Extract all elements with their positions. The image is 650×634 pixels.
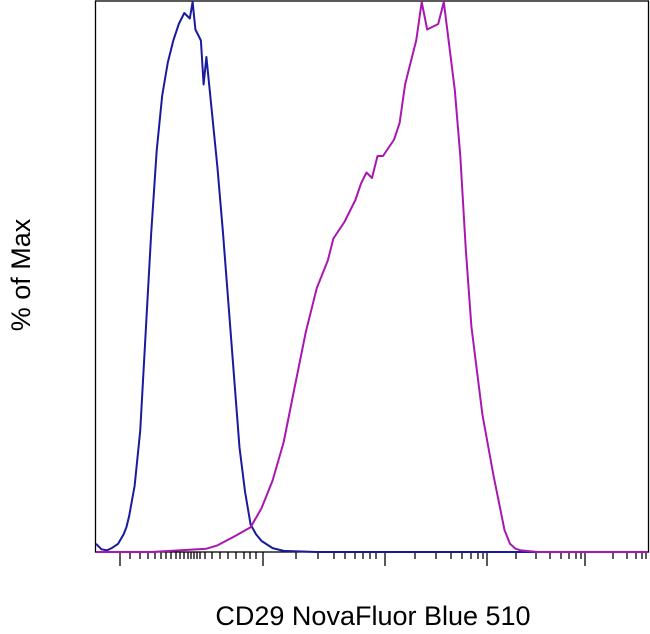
x-axis-ticks — [119, 552, 647, 566]
histogram-series-2 — [96, 1, 648, 553]
plot-frame — [94, 0, 650, 553]
y-axis-label: % of Max — [6, 218, 36, 331]
x-axis-label: CD29 NovaFluor Blue 510 — [215, 601, 530, 631]
histogram-series-1 — [95, 1, 648, 553]
series-layer — [95, 1, 648, 553]
